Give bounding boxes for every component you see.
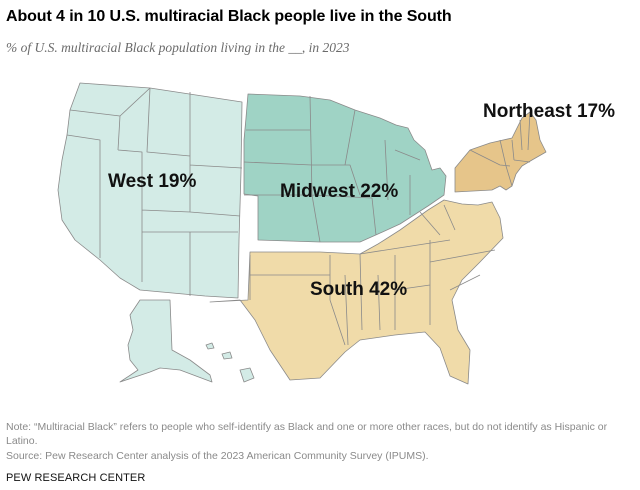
alaska-shape [119, 299, 213, 383]
midwest-state-borders [243, 95, 421, 243]
south-state-borders [249, 204, 496, 346]
brand-logo-text: PEW RESEARCH CENTER [6, 472, 146, 484]
region-northeast [454, 111, 547, 193]
label-midwest: Midwest 22% [280, 181, 398, 202]
northeast-state-borders [469, 111, 531, 187]
source-line: Source: Pew Research Center analysis of … [6, 450, 429, 462]
region-south [209, 199, 504, 385]
region-midwest [243, 93, 447, 243]
label-west: West 19% [108, 171, 196, 192]
chart-subtitle: % of U.S. multiracial Black population l… [6, 40, 350, 55]
us-region-map: West 19% Midwest 22% Northeast 17% South… [57, 82, 615, 385]
west-state-borders [66, 87, 243, 296]
chart-title: About 4 in 10 U.S. multiracial Black peo… [6, 8, 452, 25]
footnote: Note: “Multiracial Black” refers to peop… [6, 421, 608, 447]
label-northeast: Northeast 17% [483, 101, 615, 122]
label-south: South 42% [310, 279, 407, 300]
region-west [57, 82, 255, 383]
northeast-shape [454, 111, 547, 193]
midwest-shape [243, 93, 447, 243]
west-mainland-shape [57, 82, 243, 299]
hawaii-shape [205, 342, 255, 383]
